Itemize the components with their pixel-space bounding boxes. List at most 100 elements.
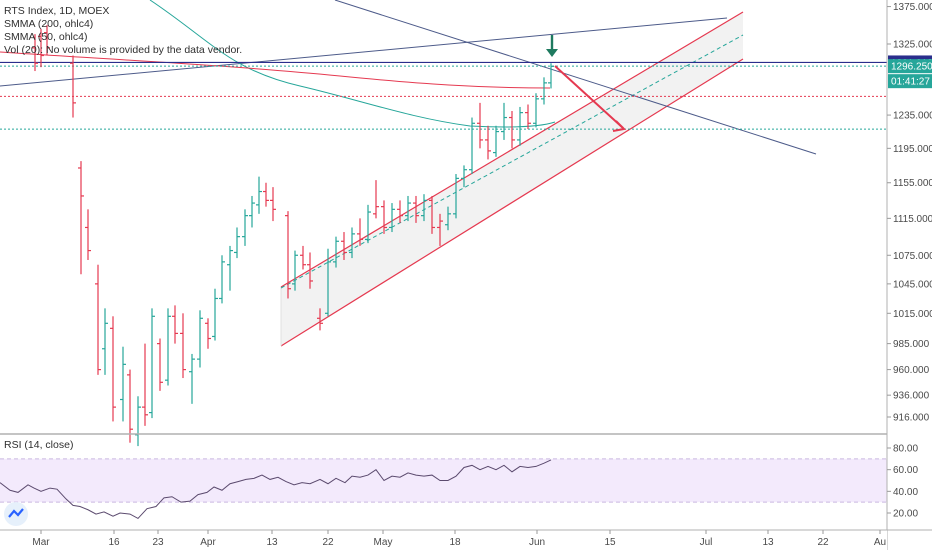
ohlc-bar-3 [70,55,76,118]
ohlc-bar-17 [180,313,186,379]
time-tick-label: Jul [700,537,713,548]
ohlc-bar-50 [445,206,451,231]
ohlc-bar-19 [197,310,203,368]
ohlc-bar-61 [533,93,539,128]
ohlc-bar-63 [548,63,554,89]
ohlc-bar-53 [469,117,475,175]
tradingview-logo-icon[interactable] [4,502,28,526]
annotation-arrows[interactable] [546,35,627,132]
ohlc-bar-32 [300,245,306,270]
rsi-tick-label: 60.00 [893,465,918,476]
time-tick-label: 22 [322,537,334,548]
ohlc-bar-11 [135,396,141,447]
price-tick-label: 1115.000 [893,214,932,225]
price-axis[interactable]: 1375.000 1325.000 1235.000 1195.000 1155.000… [886,0,932,550]
rsi-tick-label: 20.00 [893,509,918,520]
price-tick-label: 1195.000 [893,144,932,155]
ohlc-bar-47 [421,194,427,222]
ohlc-bar-57 [501,102,507,140]
time-axis-background [0,530,887,550]
ohlc-bar-54 [477,102,483,149]
ohlc-bar-24 [234,227,240,259]
ohlc-bar-41 [373,180,379,219]
time-tick-label: Au [874,537,886,548]
rising-trend-line [0,17,728,87]
horizontal-price-lines[interactable] [0,61,887,130]
time-tick-label: May [374,537,393,548]
projection-arrow-head [612,120,627,132]
price-channel-drawing[interactable] [0,0,817,347]
ohlc-bar-35 [325,248,331,317]
smma50-line [149,0,556,128]
ohlc-bar-38 [349,227,355,259]
rsi-legend[interactable]: RSI (14, close) [4,439,73,451]
ohlc-bar-31 [292,250,298,291]
ohlc-bar-44 [397,200,403,223]
ohlc-bar-1 [38,28,44,68]
ohlc-bar-56 [493,125,499,157]
ohlc-bar-16 [172,305,178,344]
ohlc-bar-22 [219,255,225,304]
ohlc-bar-28 [263,182,269,207]
price-tick-label: 1045.000 [893,279,932,290]
ohlc-bar-51 [453,174,459,219]
ohlc-bar-13 [149,308,155,419]
ohlc-bar-14 [157,338,163,391]
price-tick-label: 916.000 [893,413,930,424]
ohlc-bar-4 [78,161,84,275]
price-tick-label: 1235.000 [893,111,932,122]
ohlc-bar-55 [485,125,491,160]
time-tick-label: 22 [817,537,829,548]
time-tick-label: Jun [529,537,545,548]
channel-lower-line [280,58,744,347]
price-badge [888,74,932,89]
ohlc-bar-6 [95,264,101,375]
rsi-tick-label: 40.00 [893,487,918,498]
price-tick-label: 936.000 [893,391,930,402]
smma50-legend[interactable]: SMMA (50, ohlc4) [4,31,87,43]
ohlc-bar-59 [517,106,523,146]
price-badge [888,59,932,74]
ohlc-bar-36 [333,236,339,268]
falling-trend-line [334,0,817,155]
ohlc-bar-33 [307,252,313,289]
ohlc-bar-15 [165,308,171,386]
ohlc-bar-27 [256,176,262,214]
time-axis[interactable]: Mar 16 23 Apr 13 22 May 18 Jun 15 Jul 13 22 Au [0,529,932,550]
ohlc-bar-10 [127,369,133,443]
ohlc-bar-26 [249,195,255,228]
down-arrow-head [546,49,558,57]
ohlc-bar-40 [365,204,371,244]
rsi-tick-label: 80.00 [893,444,918,455]
ohlc-bar-30 [285,211,291,299]
ohlc-bar-18 [189,353,195,404]
time-tick-label: 13 [266,537,278,548]
moving-average-lines [0,0,556,128]
channel-fill [281,12,743,346]
channel-upper-line [280,11,744,288]
price-tick-label: 1375.000 [893,2,932,13]
volume-legend[interactable]: Vol (20): No volume is provided by the d… [4,44,242,56]
time-tick-label: Mar [32,537,50,548]
rsi-line [0,459,552,520]
ohlc-bar-9 [120,346,126,422]
smma200-line [0,51,551,89]
axis-background [887,0,932,550]
ohlc-bar-34 [317,308,323,331]
symbol-legend[interactable]: RTS Index, 1D, MOEX [4,5,109,17]
rsi-pane[interactable] [0,433,887,520]
ohlc-bars [32,25,554,447]
price-tick-label: 960.000 [893,365,930,376]
price-tick-label: 1015.000 [893,309,932,320]
ohlc-bar-21 [212,288,218,341]
ohlc-bar-52 [461,165,467,188]
time-tick-label: 15 [604,537,616,548]
time-tick-label: 23 [152,537,164,548]
smma200-legend[interactable]: SMMA (200, ohlc4) [4,18,93,30]
ohlc-bar-49 [437,213,443,246]
ohlc-bar-29 [270,187,276,222]
price-badge-label: 1296.250 [891,62,932,73]
ohlc-bar-58 [509,110,515,149]
ohlc-bar-20 [205,318,211,349]
